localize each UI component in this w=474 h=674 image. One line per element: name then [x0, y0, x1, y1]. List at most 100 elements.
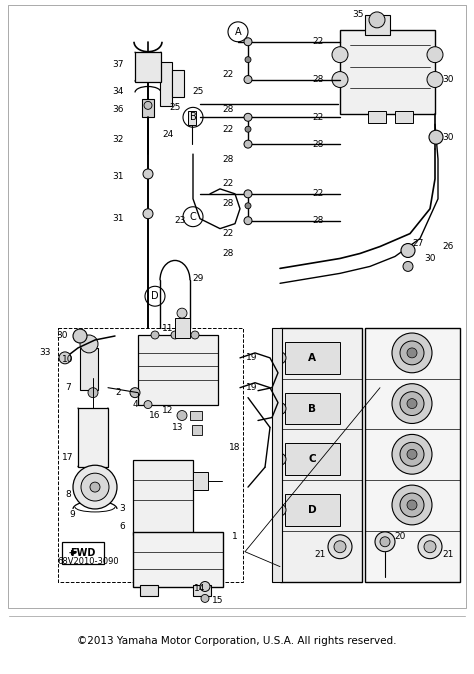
Text: B: B: [190, 113, 196, 122]
Circle shape: [400, 493, 424, 517]
Text: 30: 30: [442, 133, 454, 142]
Text: 16: 16: [149, 411, 161, 420]
Bar: [285, 494, 340, 526]
Circle shape: [143, 209, 153, 218]
Circle shape: [171, 331, 179, 339]
Bar: [138, 335, 218, 404]
Text: 12: 12: [162, 406, 173, 415]
Bar: [78, 408, 108, 467]
Circle shape: [244, 140, 252, 148]
Text: 7: 7: [65, 384, 71, 392]
Text: C: C: [308, 454, 316, 464]
Circle shape: [244, 38, 252, 46]
Text: 11: 11: [162, 324, 174, 332]
Bar: [135, 52, 161, 82]
Circle shape: [245, 203, 251, 209]
Text: 20: 20: [394, 532, 406, 541]
Text: 21: 21: [442, 550, 454, 559]
Circle shape: [177, 410, 187, 421]
Circle shape: [332, 47, 348, 63]
Circle shape: [245, 57, 251, 63]
Text: 29: 29: [192, 274, 204, 283]
Circle shape: [400, 392, 424, 415]
Text: A: A: [235, 27, 241, 37]
Circle shape: [392, 435, 432, 474]
Text: 26: 26: [442, 242, 454, 251]
Bar: [133, 532, 223, 586]
Circle shape: [90, 482, 100, 492]
Bar: [193, 472, 208, 490]
Bar: [133, 460, 193, 534]
Text: 28: 28: [222, 200, 234, 208]
Text: 9: 9: [69, 510, 75, 520]
Circle shape: [244, 113, 252, 121]
Circle shape: [403, 262, 413, 272]
Circle shape: [427, 71, 443, 88]
Text: 30: 30: [442, 75, 454, 84]
Text: 22: 22: [222, 70, 234, 79]
Bar: [340, 30, 435, 115]
Circle shape: [328, 534, 352, 559]
Text: 22: 22: [312, 37, 324, 47]
Bar: [395, 111, 413, 123]
Circle shape: [183, 107, 203, 127]
Circle shape: [369, 12, 385, 28]
Text: 13: 13: [172, 423, 184, 432]
Text: 19: 19: [246, 353, 258, 363]
Text: 18: 18: [229, 443, 241, 452]
Text: 33: 33: [39, 348, 51, 357]
Circle shape: [380, 537, 390, 547]
Bar: [285, 393, 340, 425]
Bar: [190, 410, 202, 421]
Circle shape: [144, 101, 152, 109]
Circle shape: [407, 398, 417, 408]
Text: 15: 15: [212, 596, 224, 605]
Text: 21: 21: [314, 550, 326, 559]
Text: 22: 22: [312, 113, 324, 122]
Text: 24: 24: [163, 129, 173, 139]
Text: C: C: [190, 212, 196, 222]
Circle shape: [429, 130, 443, 144]
Circle shape: [144, 400, 152, 408]
Circle shape: [59, 352, 71, 364]
Text: 28: 28: [312, 140, 324, 149]
Bar: [368, 111, 386, 123]
Circle shape: [407, 450, 417, 459]
Circle shape: [200, 582, 210, 592]
Text: 19: 19: [246, 384, 258, 392]
Circle shape: [73, 329, 87, 343]
Bar: [280, 328, 362, 582]
Text: 6: 6: [119, 522, 125, 531]
Text: 17: 17: [62, 453, 74, 462]
Text: 3: 3: [119, 504, 125, 514]
Circle shape: [274, 504, 286, 516]
Text: D: D: [151, 291, 159, 301]
Circle shape: [143, 169, 153, 179]
Circle shape: [274, 402, 286, 415]
Circle shape: [130, 388, 140, 398]
Bar: [192, 425, 202, 435]
Text: 28: 28: [312, 216, 324, 225]
Circle shape: [392, 485, 432, 525]
Bar: [285, 443, 340, 475]
Text: 34: 34: [112, 87, 124, 96]
Text: 35: 35: [352, 10, 364, 20]
Bar: [58, 328, 243, 582]
Bar: [365, 328, 460, 582]
Text: 37: 37: [112, 60, 124, 69]
Circle shape: [145, 286, 165, 306]
Text: 28: 28: [222, 105, 234, 114]
Circle shape: [274, 454, 286, 465]
Circle shape: [151, 331, 159, 339]
Circle shape: [274, 352, 286, 364]
Bar: [160, 61, 172, 106]
Text: FWD: FWD: [70, 548, 96, 557]
Text: 8: 8: [65, 489, 71, 499]
Circle shape: [88, 388, 98, 398]
Bar: [142, 99, 154, 117]
Text: ©2013 Yamaha Motor Corporation, U.S.A. All rights reserved.: ©2013 Yamaha Motor Corporation, U.S.A. A…: [77, 636, 397, 646]
Text: 23: 23: [174, 216, 186, 225]
Circle shape: [191, 331, 199, 339]
Text: 22: 22: [222, 229, 234, 238]
Text: 28: 28: [222, 249, 234, 258]
